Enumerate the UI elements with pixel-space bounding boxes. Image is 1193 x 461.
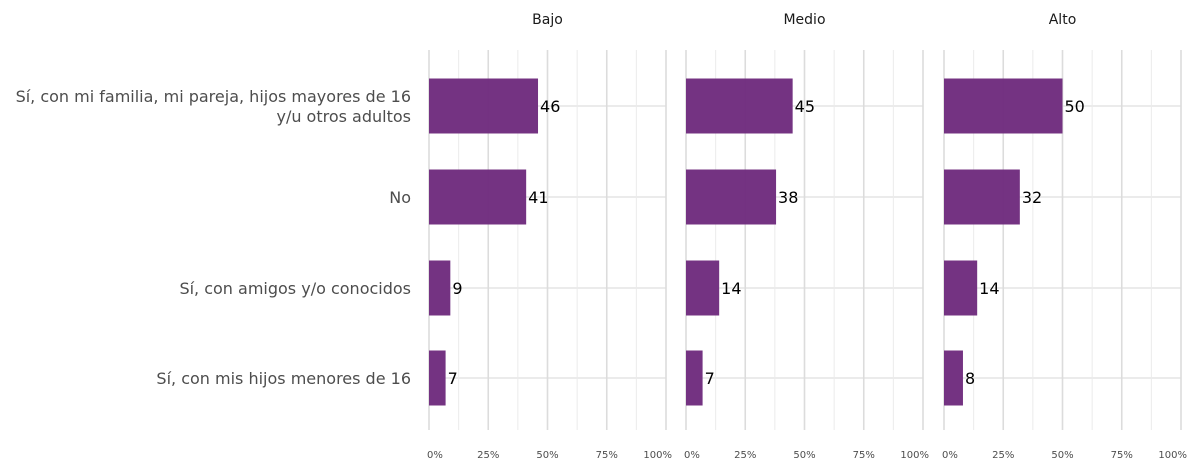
category-label-line: y/u otros adultos	[276, 107, 411, 126]
bar	[686, 260, 720, 316]
x-tick-label: 75%	[1111, 450, 1133, 461]
data-label: 14	[979, 279, 999, 298]
category-label-0: Sí, con mi familia, mi pareja, hijos may…	[16, 87, 411, 126]
panel-0: 0% 25% 50% 75% 100% 46 41 9 7	[427, 50, 672, 461]
x-tick-label: 0%	[684, 450, 700, 461]
x-tick-label: 25%	[477, 450, 499, 461]
bar	[429, 260, 451, 316]
panel-2: 0% 25% 50% 75% 100% 50 32 14 8	[942, 50, 1187, 461]
chart-panels: 0% 25% 50% 75% 100% 46 41 9 7 0% 25% 50% 75% 100% 45 38…	[427, 50, 1187, 461]
data-label: 8	[965, 369, 975, 388]
x-tick-label: 100%	[900, 450, 929, 461]
x-tick-label: 75%	[596, 450, 618, 461]
data-label: 46	[540, 97, 560, 116]
x-tick-label: 50%	[1051, 450, 1073, 461]
x-tick-label: 25%	[734, 450, 756, 461]
bar	[944, 260, 978, 316]
category-label-line: No	[389, 188, 411, 207]
data-label: 41	[528, 188, 548, 207]
facet-label-1: Medio	[783, 12, 825, 28]
data-label: 14	[721, 279, 741, 298]
bar	[429, 169, 527, 225]
category-label-line: Sí, con mis hijos menores de 16	[156, 369, 411, 388]
x-tick-label: 100%	[1158, 450, 1187, 461]
category-label-2: Sí, con amigos y/o conocidos	[179, 279, 411, 298]
panel-1: 0% 25% 50% 75% 100% 45 38 14 7	[684, 50, 929, 461]
bar	[686, 169, 777, 225]
x-tick-label: 0%	[427, 450, 443, 461]
category-label-1: No	[389, 188, 411, 207]
bar	[429, 78, 539, 134]
bar	[944, 78, 1063, 134]
bar	[944, 350, 963, 406]
facet-label-0: Bajo	[532, 12, 563, 28]
data-label: 9	[452, 279, 462, 298]
bar	[429, 350, 446, 406]
x-tick-label: 75%	[853, 450, 875, 461]
x-tick-label: 25%	[992, 450, 1014, 461]
bar	[944, 169, 1020, 225]
category-label-line: Sí, con amigos y/o conocidos	[179, 279, 411, 298]
bar	[686, 350, 703, 406]
data-label: 7	[448, 369, 458, 388]
data-label: 50	[1065, 97, 1085, 116]
x-tick-label: 100%	[643, 450, 672, 461]
category-labels: Sí, con mi familia, mi pareja, hijos may…	[16, 87, 411, 388]
x-tick-label: 50%	[793, 450, 815, 461]
data-label: 38	[778, 188, 798, 207]
facet-labels: Bajo Medio Alto	[532, 12, 1076, 28]
x-tick-label: 0%	[942, 450, 958, 461]
category-label-3: Sí, con mis hijos menores de 16	[156, 369, 411, 388]
x-tick-label: 50%	[536, 450, 558, 461]
category-label-line: Sí, con mi familia, mi pareja, hijos may…	[16, 87, 411, 106]
data-label: 45	[795, 97, 815, 116]
bar	[686, 78, 793, 134]
data-label: 32	[1022, 188, 1042, 207]
data-label: 7	[705, 369, 715, 388]
facet-label-2: Alto	[1049, 12, 1077, 28]
